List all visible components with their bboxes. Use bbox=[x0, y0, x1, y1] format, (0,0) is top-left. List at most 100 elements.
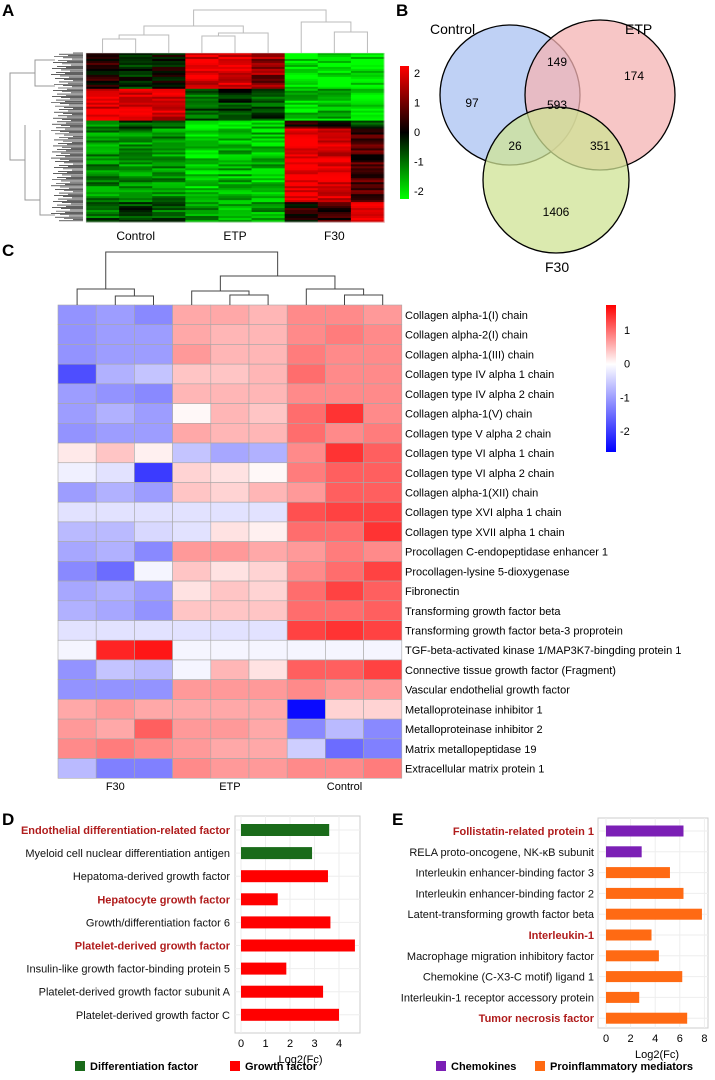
heatmap-cell bbox=[251, 106, 286, 110]
heatmap-cell bbox=[317, 180, 352, 183]
heatmap-cell bbox=[57, 482, 97, 503]
heatmap-cell bbox=[218, 84, 253, 88]
heatmap-cell bbox=[251, 88, 286, 92]
heatmap-cell bbox=[218, 56, 253, 60]
heatmap-cell bbox=[218, 92, 253, 96]
heatmap-cell bbox=[218, 144, 253, 147]
heatmap-cell bbox=[251, 174, 286, 177]
heatmap-cell bbox=[251, 212, 286, 215]
heatmap-cell bbox=[218, 178, 253, 181]
heatmap-cell bbox=[286, 462, 326, 483]
heatmap-cell bbox=[119, 112, 153, 116]
bar bbox=[606, 846, 642, 858]
heatmap-cell bbox=[185, 162, 219, 165]
heatmap-cell bbox=[172, 738, 212, 759]
heatmap-cell bbox=[152, 100, 186, 104]
heatmap-cell bbox=[350, 150, 385, 153]
heatmap-cell bbox=[325, 600, 364, 621]
heatmap-cell bbox=[86, 164, 120, 167]
heatmap-cell bbox=[251, 110, 286, 114]
heatmap-cell bbox=[119, 98, 153, 102]
heatmap-cell bbox=[317, 156, 352, 159]
heatmap-cell bbox=[57, 304, 97, 326]
heatmap-cell bbox=[286, 363, 326, 385]
heatmap-cell bbox=[152, 130, 186, 134]
panel-b-venn: Control ETP F30 97 149 174 593 26 351 1406 bbox=[430, 19, 676, 275]
heatmap-cell bbox=[185, 146, 219, 149]
heatmap-cell bbox=[119, 138, 153, 141]
heatmap-cell bbox=[210, 600, 250, 621]
heatmap-cell bbox=[317, 53, 352, 56]
heatmap-cell bbox=[218, 100, 253, 104]
heatmap-cell bbox=[172, 403, 212, 424]
heatmap-cell bbox=[185, 74, 219, 78]
heatmap-cell bbox=[325, 462, 364, 483]
heatmap-cell bbox=[119, 70, 153, 74]
heatmap-cell bbox=[119, 124, 153, 128]
heatmap-cell bbox=[284, 66, 319, 70]
heatmap-cell bbox=[185, 164, 219, 167]
heatmap-cell bbox=[218, 112, 253, 116]
heatmap-cell bbox=[248, 738, 288, 759]
dendrogram-branch bbox=[118, 34, 170, 53]
colorbar-tick: 1 bbox=[414, 98, 420, 110]
heatmap-cell bbox=[119, 64, 153, 68]
heatmap-cell bbox=[350, 210, 385, 213]
x-tick-label: 4 bbox=[336, 1038, 342, 1050]
heatmap-cell bbox=[325, 541, 364, 562]
heatmap-cell bbox=[57, 541, 97, 562]
heatmap-cell bbox=[86, 92, 120, 96]
heatmap-cell bbox=[119, 200, 153, 203]
heatmap-cell bbox=[152, 152, 186, 155]
heatmap-cell bbox=[86, 120, 120, 124]
row-dendrogram-branch bbox=[24, 125, 40, 201]
heatmap-cell bbox=[152, 108, 186, 112]
heatmap-cell bbox=[284, 166, 319, 169]
heatmap-cell bbox=[119, 220, 153, 223]
heatmap-cell bbox=[284, 118, 319, 122]
heatmap-cell bbox=[218, 210, 253, 213]
heatmap-cell bbox=[172, 679, 212, 700]
heatmap-cell bbox=[152, 56, 186, 60]
heatmap-cell bbox=[350, 162, 385, 165]
heatmap-cell bbox=[86, 186, 120, 189]
heatmap-cell bbox=[185, 156, 219, 159]
heatmap-cell bbox=[134, 442, 173, 464]
heatmap-cell bbox=[350, 218, 385, 221]
heatmap-cell bbox=[317, 98, 352, 102]
heatmap-cell bbox=[350, 118, 385, 122]
heatmap-cell bbox=[286, 758, 326, 779]
heatmap-cell bbox=[317, 60, 352, 64]
heatmap-cell bbox=[185, 114, 219, 118]
heatmap-cell bbox=[218, 110, 253, 114]
heatmap-cell bbox=[284, 164, 319, 167]
heatmap-cell bbox=[284, 110, 319, 114]
heatmap-cell bbox=[251, 64, 286, 68]
heatmap-cell bbox=[86, 158, 120, 161]
heatmap-cell bbox=[248, 344, 288, 365]
heatmap-cell bbox=[152, 80, 186, 84]
heatmap-cell bbox=[350, 110, 385, 114]
heatmap-cell bbox=[284, 212, 319, 215]
heatmap-cell bbox=[317, 108, 352, 112]
heatmap-cell bbox=[350, 148, 385, 151]
heatmap-cell bbox=[251, 160, 286, 163]
heatmap-cell bbox=[251, 176, 286, 179]
heatmap-cell bbox=[317, 92, 352, 96]
heatmap-cell bbox=[218, 68, 253, 72]
heatmap-cell bbox=[317, 132, 352, 136]
heatmap-cell bbox=[251, 132, 286, 136]
heatmap-cell bbox=[325, 561, 364, 582]
heatmap-cell bbox=[350, 56, 385, 60]
heatmap-cell bbox=[95, 580, 135, 602]
row-label: Metalloproteinase inhibitor 1 bbox=[405, 704, 543, 716]
heatmap-cell bbox=[325, 521, 364, 542]
heatmap-cell bbox=[325, 659, 364, 680]
heatmap-cell bbox=[284, 56, 319, 60]
heatmap-cell bbox=[152, 216, 186, 219]
heatmap-cell bbox=[350, 212, 385, 215]
heatmap-cell bbox=[317, 84, 352, 88]
heatmap-cell bbox=[119, 178, 153, 181]
heatmap-cell bbox=[363, 304, 403, 326]
heatmap-cell bbox=[248, 423, 288, 444]
